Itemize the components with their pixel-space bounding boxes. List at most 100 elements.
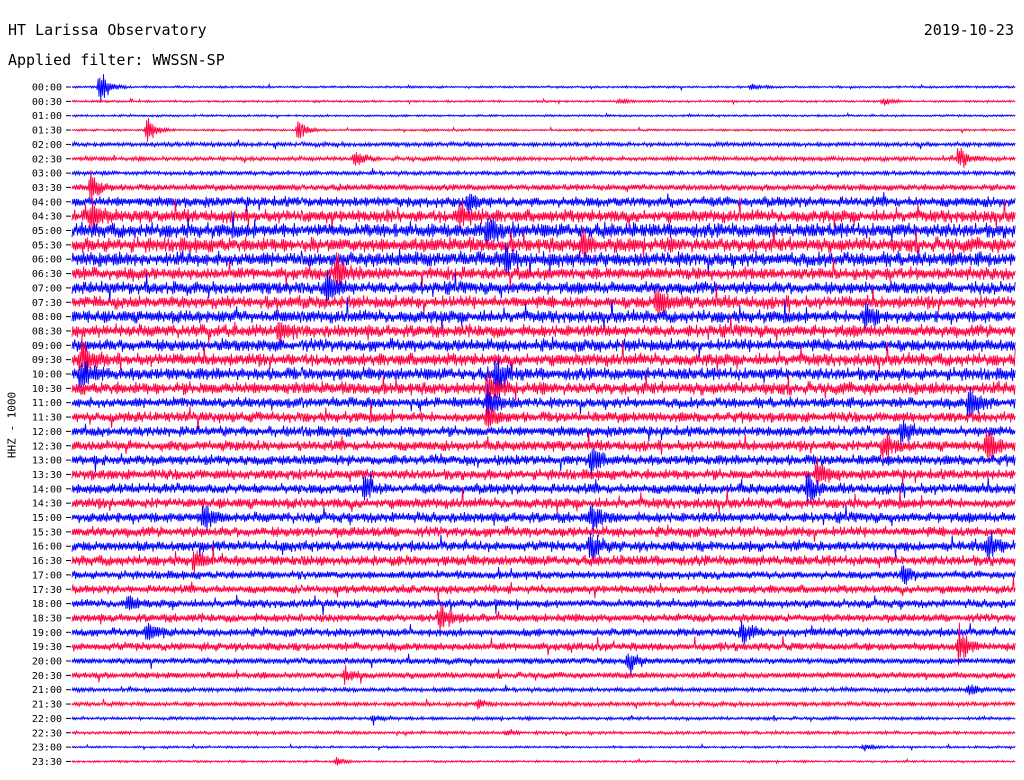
seismic-trace-2030 — [71, 665, 1016, 685]
seismic-trace-1730 — [71, 576, 1016, 602]
time-tick-label: 07:00 — [32, 283, 62, 294]
filter-label: Applied filter: WWSSN-SP — [8, 51, 225, 69]
seismic-trace-0400 — [71, 192, 1016, 215]
time-tick-label: 22:00 — [32, 714, 62, 725]
time-tick-label: 11:00 — [32, 398, 62, 409]
time-tick-label: 21:30 — [32, 700, 62, 711]
station-title: HT Larissa Observatory — [8, 21, 207, 39]
seismic-trace-1530 — [71, 524, 1016, 543]
seismic-trace-0830 — [71, 315, 1016, 345]
seismic-trace-0730 — [71, 284, 1016, 316]
time-tick-label: 10:00 — [32, 370, 62, 381]
seismic-trace-1030 — [71, 372, 1016, 403]
seismic-trace-2200 — [71, 714, 1016, 726]
seismic-trace-0100 — [71, 111, 1016, 119]
time-tick-label: 22:30 — [32, 728, 62, 739]
seismic-trace-2100 — [71, 684, 1016, 696]
time-tick-label: 08:00 — [32, 312, 62, 323]
seismic-trace-1330 — [71, 456, 1016, 486]
time-tick-label: 10:30 — [32, 384, 62, 395]
time-tick-label: 09:30 — [32, 355, 62, 366]
seismic-trace-0330 — [71, 169, 1016, 200]
seismic-trace-0600 — [71, 242, 1016, 277]
time-tick-label: 04:00 — [32, 197, 62, 208]
seismic-trace-0900 — [71, 336, 1016, 358]
time-tick-label: 16:30 — [32, 556, 62, 567]
seismic-trace-1830 — [71, 604, 1016, 634]
time-tick-label: 23:30 — [32, 757, 62, 768]
seismic-trace-0200 — [71, 139, 1016, 150]
seismic-trace-1430 — [71, 487, 1016, 514]
time-tick-label: 14:30 — [32, 499, 62, 510]
seismic-trace-1200 — [71, 419, 1016, 445]
seismic-trace-0930 — [71, 335, 1016, 376]
time-tick-label: 21:00 — [32, 685, 62, 696]
time-tick-label: 18:30 — [32, 613, 62, 624]
seismic-trace-0000 — [71, 74, 1016, 101]
time-tick-label: 03:30 — [32, 183, 62, 194]
seismic-trace-0500 — [71, 212, 1016, 248]
time-tick-label: 08:30 — [32, 326, 62, 337]
seismic-trace-2330 — [71, 757, 1016, 766]
seismic-trace-0300 — [71, 168, 1016, 178]
seismic-trace-1800 — [71, 594, 1016, 616]
time-tick-label: 02:00 — [32, 140, 62, 151]
time-tick-label: 00:30 — [32, 97, 62, 108]
seismic-trace-1630 — [71, 545, 1016, 575]
seismic-trace-2000 — [71, 653, 1016, 677]
time-tick-label: 13:30 — [32, 470, 62, 481]
seismic-trace-1130 — [71, 404, 1016, 432]
seismic-trace-0230 — [71, 147, 1016, 168]
seismic-trace-0130 — [71, 117, 1016, 142]
seismic-trace-1100 — [71, 383, 1016, 418]
time-tick-label: 16:00 — [32, 542, 62, 553]
time-tick-label: 02:30 — [32, 154, 62, 165]
time-tick-label: 17:30 — [32, 585, 62, 596]
seismic-trace-1500 — [71, 503, 1016, 538]
seismic-trace-2300 — [71, 742, 1016, 752]
time-tick-label: 13:00 — [32, 456, 62, 467]
time-tick-label: 03:00 — [32, 169, 62, 180]
time-tick-label: 11:30 — [32, 413, 62, 424]
time-tick-label: 23:00 — [32, 743, 62, 754]
time-tick-label: 05:00 — [32, 226, 62, 237]
time-tick-label: 20:30 — [32, 671, 62, 682]
time-tick-label: 07:30 — [32, 298, 62, 309]
seismic-trace-1930 — [71, 622, 1016, 666]
seismic-trace-1300 — [71, 448, 1016, 479]
time-tick-label: 20:00 — [32, 657, 62, 668]
seismic-trace-0700 — [71, 270, 1016, 307]
time-tick-label: 19:00 — [32, 628, 62, 639]
seismic-trace-0800 — [71, 298, 1016, 331]
time-tick-label: 06:30 — [32, 269, 62, 280]
seismic-trace-2230 — [71, 729, 1016, 738]
seismic-trace-1900 — [71, 620, 1016, 645]
time-tick-label: 12:00 — [32, 427, 62, 438]
seismic-trace-1400 — [71, 470, 1016, 505]
time-tick-label: 15:00 — [32, 513, 62, 524]
seismic-trace-0630 — [71, 252, 1016, 290]
seismic-trace-1700 — [71, 565, 1016, 585]
seismic-trace-1230 — [71, 429, 1016, 462]
time-tick-label: 01:00 — [32, 111, 62, 122]
seismic-trace-0530 — [71, 227, 1016, 259]
record-date: 2019-10-23 — [923, 21, 1014, 39]
time-tick-label: 18:00 — [32, 599, 62, 610]
time-tick-label: 19:30 — [32, 642, 62, 653]
time-tick-label: 04:30 — [32, 212, 62, 223]
seismic-trace-2130 — [71, 698, 1016, 710]
seismic-trace-1600 — [71, 531, 1016, 564]
time-tick-label: 09:00 — [32, 341, 62, 352]
seismic-trace-0030 — [71, 97, 1016, 106]
time-tick-label: 01:30 — [32, 126, 62, 137]
time-tick-label: 14:00 — [32, 484, 62, 495]
time-tick-label: 15:30 — [32, 527, 62, 538]
time-tick-label: 12:30 — [32, 441, 62, 452]
time-tick-label: 05:30 — [32, 240, 62, 251]
time-tick-label: 17:00 — [32, 570, 62, 581]
seismic-trace-0430 — [71, 197, 1016, 236]
seismic-trace-1000 — [71, 358, 1016, 399]
time-tick-label: 06:00 — [32, 255, 62, 266]
